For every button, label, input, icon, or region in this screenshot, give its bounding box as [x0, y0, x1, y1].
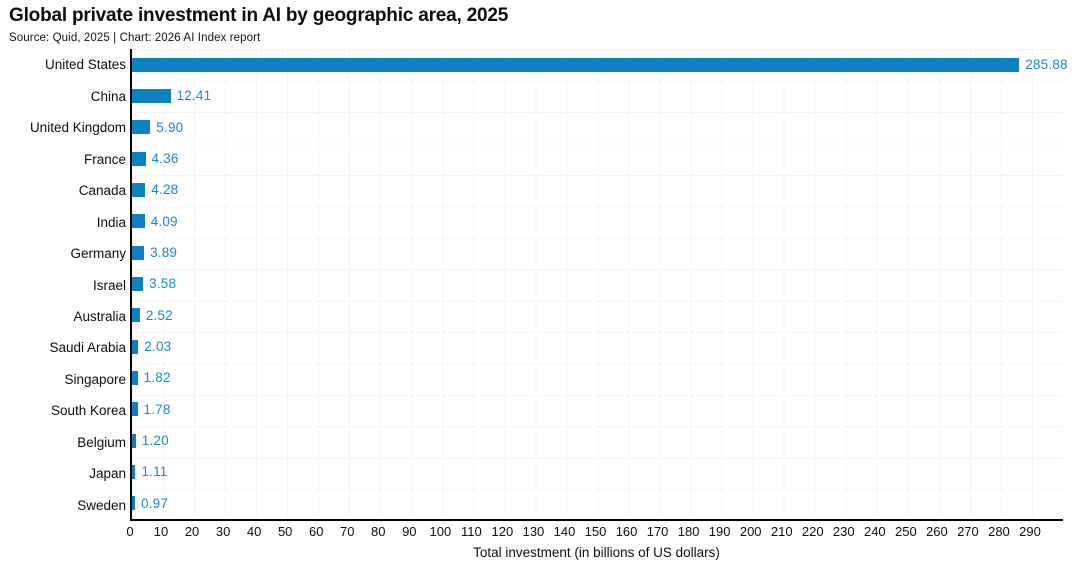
bar-value-label: 1.82 — [143, 370, 171, 386]
bar-row: 2.52 — [132, 300, 1063, 331]
bar-value-label: 2.52 — [145, 307, 173, 323]
x-tick-label: 190 — [708, 524, 731, 539]
x-tick-label: 90 — [402, 524, 417, 539]
x-tick-label: 200 — [739, 524, 762, 539]
x-tick-label: 250 — [895, 524, 917, 539]
bar — [132, 276, 144, 291]
y-axis-label: Singapore — [64, 371, 126, 387]
bar-row: 4.28 — [132, 174, 1063, 205]
y-axis-label: China — [90, 88, 126, 104]
y-axis-label: United States — [44, 57, 126, 73]
bar-row: 1.82 — [132, 362, 1063, 393]
bar-value-label: 285.88 — [1025, 57, 1068, 73]
y-axis-label: Japan — [89, 466, 126, 482]
x-tick-label: 120 — [491, 524, 514, 539]
bar-value-label: 3.89 — [150, 245, 178, 261]
x-tick-label: 130 — [522, 524, 545, 539]
x-tick-label: 180 — [677, 524, 700, 539]
bar-value-label: 1.78 — [143, 401, 171, 417]
bar-row: 2.03 — [132, 331, 1063, 362]
bar-row: 285.88 — [132, 49, 1068, 80]
x-tick-label: 60 — [308, 524, 324, 539]
y-axis-label: France — [83, 151, 126, 167]
x-tick-label: 70 — [340, 524, 355, 539]
y-axis-labels: United States China United Kingdom France Ca… — [0, 49, 126, 521]
y-axis-label: Australia — [73, 308, 126, 324]
x-tick-label: 0 — [126, 524, 134, 539]
bar-row: 1.78 — [132, 394, 1063, 425]
bar — [132, 182, 146, 197]
x-tick-label: 140 — [553, 524, 576, 539]
bar — [132, 214, 145, 229]
x-tick-label: 10 — [153, 524, 169, 539]
x-axis-ticks: 0 10 20 30 40 50 60 70 80 90 100 110 120 130 140 150 160… — [0, 524, 1080, 542]
chart-source: Source: Quid, 2025 | Chart: 2026 AI Inde… — [9, 32, 261, 44]
x-tick-label: 20 — [184, 524, 200, 539]
y-axis-label: Saudi Arabia — [49, 340, 126, 356]
x-tick-label: 230 — [832, 524, 855, 539]
x-tick-label: 210 — [770, 524, 793, 539]
bar-value-label: 1.20 — [141, 433, 169, 449]
x-tick-label: 100 — [429, 524, 452, 539]
x-tick-label: 220 — [801, 524, 824, 539]
y-axis-label: India — [96, 214, 126, 230]
bar — [132, 464, 136, 479]
y-axis-label: South Korea — [50, 403, 126, 419]
bar — [132, 245, 145, 260]
bar — [132, 88, 171, 103]
bar-row: 1.20 — [132, 425, 1063, 456]
x-tick-label: 50 — [277, 524, 293, 539]
y-axis-label: Sweden — [77, 497, 126, 513]
x-tick-label: 280 — [988, 524, 1010, 539]
bar-row: 4.36 — [132, 143, 1063, 174]
bar — [132, 120, 151, 135]
bar-value-label: 5.90 — [156, 119, 184, 135]
x-tick-label: 80 — [371, 524, 386, 539]
bar-row: 0.97 — [132, 488, 1063, 519]
bar-row: 3.89 — [132, 237, 1063, 268]
bar-row: 3.58 — [132, 268, 1063, 299]
x-axis-title: Total investment (in billions of US doll… — [473, 545, 720, 560]
bar-value-label: 0.97 — [141, 495, 169, 511]
x-tick-label: 110 — [461, 524, 482, 539]
x-tick-label: 260 — [926, 524, 948, 539]
bar — [132, 370, 138, 385]
bar — [132, 339, 139, 354]
y-axis-label: Belgium — [77, 434, 126, 450]
x-tick-label: 150 — [584, 524, 607, 539]
bar-value-label: 12.41 — [176, 88, 212, 104]
bar-row: 5.90 — [132, 112, 1063, 143]
bar — [132, 308, 140, 323]
chart-body: United States China United Kingdom France Ca… — [0, 49, 1080, 521]
bar-value-label: 4.09 — [150, 213, 178, 229]
bar-row: 4.09 — [132, 206, 1063, 237]
x-tick-label: 270 — [957, 524, 979, 539]
x-tick-label: 160 — [615, 524, 638, 539]
bar-value-label: 4.36 — [151, 151, 179, 167]
bar-value-label: 4.28 — [151, 182, 179, 198]
x-tick-label: 290 — [1019, 524, 1041, 539]
bar-value-label: 2.03 — [144, 339, 172, 355]
bar-value-label: 3.58 — [149, 276, 177, 292]
bar-value-label: 1.11 — [141, 464, 168, 480]
y-axis-label: Germany — [70, 246, 126, 262]
plot-area: 285.88 12.41 5.90 4.36 4.28 4.09 3.89 3.58 2.52 2… — [130, 49, 1068, 521]
chart-header: Global private investment in AI by geogr… — [9, 5, 508, 44]
chart-title: Global private investment in AI by geogr… — [9, 5, 509, 26]
bar-row: 12.41 — [132, 80, 1063, 111]
bar — [132, 433, 136, 448]
bar — [132, 57, 1020, 72]
x-tick-label: 40 — [246, 524, 262, 539]
x-tick-label: 170 — [646, 524, 669, 539]
y-axis-label: United Kingdom — [29, 120, 126, 136]
bar — [132, 496, 135, 511]
y-axis-label: Israel — [92, 277, 126, 293]
x-tick-label: 240 — [863, 524, 886, 539]
x-tick-label: 30 — [215, 524, 231, 539]
bar — [132, 151, 146, 166]
y-axis-label: Canada — [78, 183, 126, 199]
bar — [132, 402, 138, 417]
bar-row: 1.11 — [132, 456, 1063, 487]
